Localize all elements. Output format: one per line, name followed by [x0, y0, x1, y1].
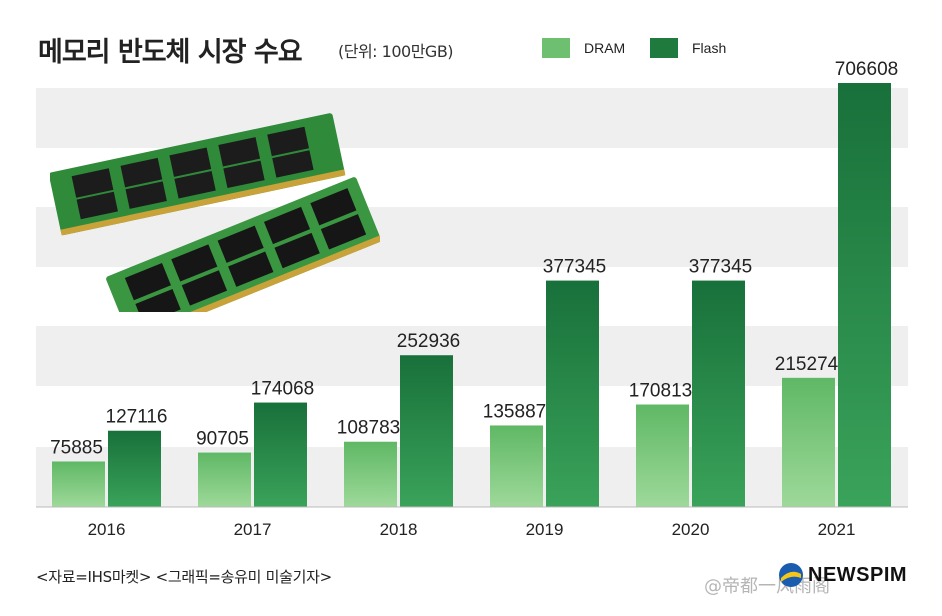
data-label-dram-2019: 135887 — [483, 401, 546, 422]
bar-dram-2021 — [782, 377, 835, 507]
grid-band — [36, 88, 908, 148]
x-tick-label: 2021 — [818, 520, 856, 539]
bar-flash-2018 — [400, 355, 453, 507]
newspim-logo-icon — [779, 563, 803, 587]
data-label-flash-2016: 127116 — [106, 407, 168, 428]
data-label-flash-2021: 706608 — [835, 59, 898, 80]
newspim-logo-text: NEWSPIM — [808, 563, 908, 586]
data-label-dram-2021: 215274 — [775, 354, 839, 375]
source-credit: <자료=IHS마켓> <그래픽=송유미 미술기자> — [36, 568, 332, 586]
legend-swatch-flash — [650, 38, 678, 58]
bar-flash-2017 — [254, 402, 307, 507]
x-tick-label: 2018 — [380, 520, 418, 539]
x-tick-label: 2017 — [234, 520, 272, 539]
ram-module-illustration — [50, 113, 380, 312]
grid-band — [36, 326, 908, 386]
x-tick-labels: 2016 2017 2018 2019 2020 2021 — [88, 520, 856, 539]
x-tick-label: 2019 — [526, 520, 564, 539]
legend-label-flash: Flash — [692, 40, 727, 56]
grid-band — [36, 447, 908, 507]
x-tick-label: 2016 — [88, 520, 126, 539]
data-label-dram-2016: 75885 — [50, 437, 103, 458]
bar-flash-2019 — [546, 280, 599, 507]
bar-flash-2016 — [108, 430, 161, 507]
data-label-dram-2020: 170813 — [629, 381, 692, 402]
legend-swatch-dram — [542, 38, 570, 58]
bar-flash-2021 — [838, 83, 891, 507]
bar-flash-2020 — [692, 280, 745, 507]
x-tick-label: 2020 — [672, 520, 710, 539]
data-label-flash-2017: 174068 — [251, 379, 314, 400]
grid-bands — [36, 88, 908, 507]
newspim-logo: NEWSPIM — [778, 560, 907, 590]
bar-dram-2017 — [198, 452, 251, 507]
bar-dram-2018 — [344, 441, 397, 507]
bar-dram-2016 — [52, 461, 105, 507]
data-label-flash-2019: 377345 — [543, 257, 606, 278]
data-label-dram-2018: 108783 — [337, 418, 400, 439]
unit-label: (단위: 100만GB) — [338, 42, 454, 61]
bar-dram-2019 — [490, 425, 543, 507]
legend-label-dram: DRAM — [584, 40, 626, 56]
chart-title: 메모리 반도체 시장 수요 — [38, 37, 303, 68]
data-label-flash-2018: 252936 — [397, 331, 460, 352]
bar-dram-2020 — [636, 404, 689, 507]
data-label-dram-2017: 90705 — [196, 429, 249, 450]
data-label-flash-2020: 377345 — [689, 257, 752, 278]
